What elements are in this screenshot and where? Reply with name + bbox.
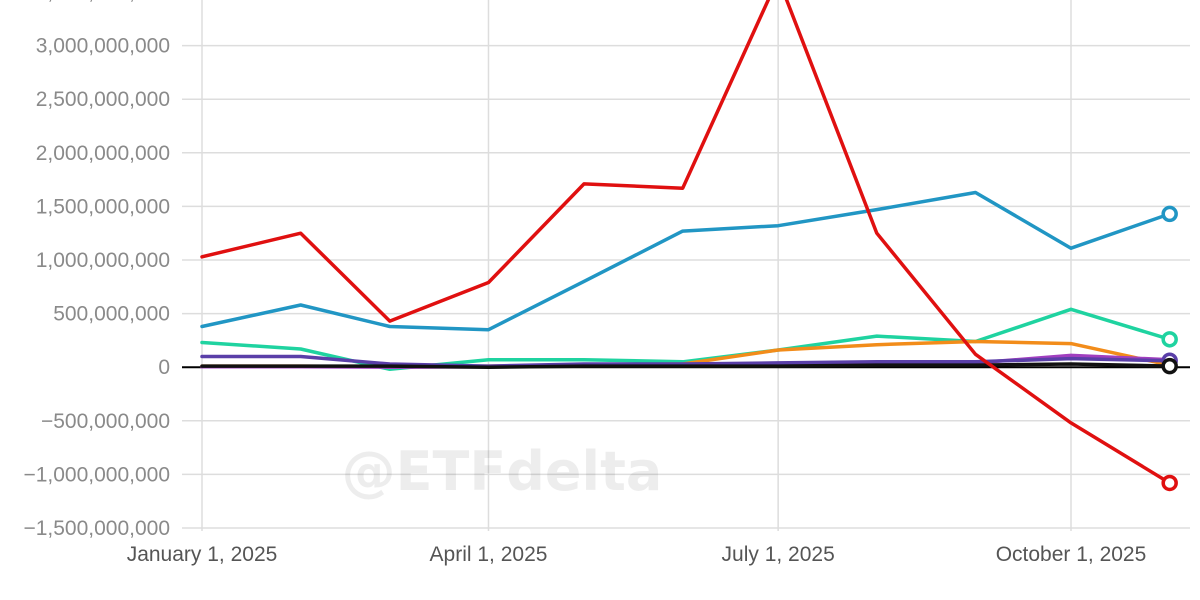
y-tick-label: 500,000,000 [53, 303, 170, 326]
y-tick-label: −1,000,000,000 [23, 463, 170, 486]
y-tick-label: 2,000,000,000 [36, 142, 170, 165]
series-line-6 [200, 362, 1172, 369]
series-line-1 [200, 190, 1172, 332]
end-markers [1161, 205, 1178, 492]
y-tick-label: 2,500,000,000 [36, 88, 170, 111]
y-tick-label: 1,500,000,000 [36, 195, 170, 218]
series-end-marker-6 [1161, 357, 1178, 375]
x-tick-label: April 1, 2025 [430, 543, 548, 566]
y-tick-label: −500,000,000 [41, 410, 170, 433]
y-axis-tick-labels: −1,500,000,000 −1,000,000,000 −500,000,000… [23, 0, 170, 540]
y-tick-label: 0 [158, 356, 170, 379]
y-tick-label: −1,500,000,000 [23, 517, 170, 540]
y-tick-label: 3,500,000,000 [36, 0, 170, 4]
series-line-5 [200, 354, 1172, 368]
series-end-marker-1 [1161, 205, 1178, 223]
series-lines [200, 0, 1172, 485]
y-tick-label: 3,000,000,000 [36, 35, 170, 58]
gridlines [182, 0, 1190, 531]
series-end-marker-7 [1161, 474, 1178, 492]
series-line-7 [200, 0, 1172, 485]
x-axis-tick-labels: January 1, 2025 April 1, 2025 July 1, 2025… [127, 543, 1147, 566]
watermark-text: @ETFdelta [342, 440, 663, 503]
y-tick-label: 1,000,000,000 [36, 249, 170, 272]
x-tick-label: January 1, 2025 [127, 543, 278, 566]
series-end-marker-2 [1161, 331, 1178, 348]
x-tick-label: October 1, 2025 [996, 543, 1147, 566]
x-tick-label: July 1, 2025 [722, 543, 835, 566]
